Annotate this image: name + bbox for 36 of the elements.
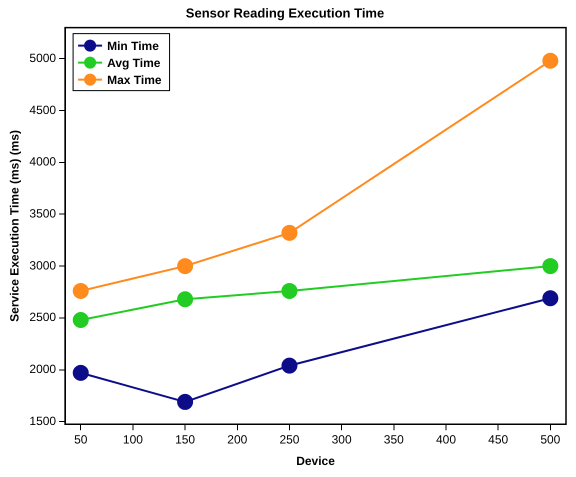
x-tick-label: 500	[540, 432, 561, 447]
y-tick-label: 3000	[29, 258, 56, 272]
y-axis-title: Service Execution Time (ms) (ms)	[8, 130, 22, 322]
point	[281, 282, 298, 299]
x-tick-label: 300	[332, 432, 352, 447]
legend-label: Avg Time	[107, 56, 161, 70]
x-tick-label: 100	[122, 432, 144, 447]
point	[542, 52, 558, 69]
chart-title: Sensor Reading Execution Time	[186, 5, 384, 20]
y-tick-label: 2500	[29, 310, 56, 324]
x-tick-label: 350	[384, 432, 404, 447]
point	[542, 258, 558, 274]
y-tick-label: 2000	[29, 362, 56, 376]
y-tick-label: 1500	[29, 414, 56, 428]
x-tick-label: 250	[279, 432, 300, 447]
x-axis-title: Device	[296, 454, 336, 468]
point	[177, 394, 194, 410]
y-tick-label: 4500	[29, 102, 56, 117]
y-tick-label: 3500	[29, 206, 56, 221]
x-tick-label: 400	[436, 432, 456, 447]
y-tick-label: 4000	[29, 154, 56, 169]
x-tick-label: 200	[227, 432, 248, 447]
x-tick-label: 50	[74, 432, 88, 447]
point	[72, 312, 89, 328]
point	[177, 258, 194, 274]
x-tick-label: 450	[488, 432, 508, 447]
point	[177, 291, 194, 308]
point	[281, 358, 298, 374]
point	[72, 282, 89, 299]
point	[72, 364, 89, 381]
x-tick-label: 150	[175, 432, 196, 447]
legend-label: Min Time	[107, 38, 160, 53]
legend-label: Max Time	[107, 72, 162, 87]
y-tick-label: 5000	[29, 51, 56, 66]
point	[542, 290, 558, 306]
point	[281, 224, 298, 241]
